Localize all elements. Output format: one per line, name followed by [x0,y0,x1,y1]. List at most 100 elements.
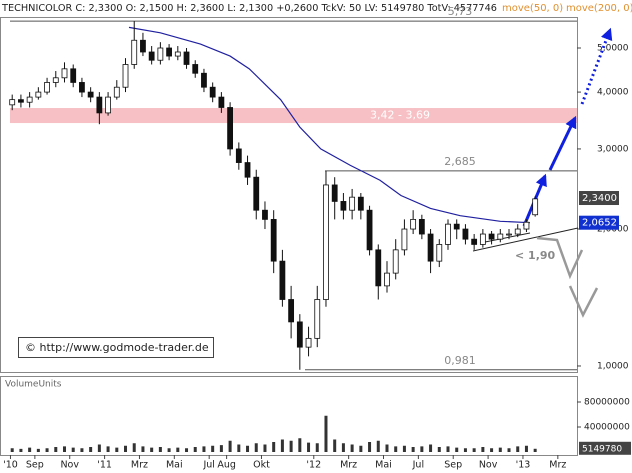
volume-bar [124,445,128,452]
volume-bar [455,447,459,452]
x-tick-label: Okt [253,460,270,471]
volume-bar [298,438,302,452]
candle-body [218,96,225,108]
candle-body [427,233,434,262]
candle-body [305,337,312,348]
candle-body [453,223,460,230]
candle-body [96,96,103,114]
volume-bar [472,448,476,452]
volume-title: VolumeUnits [5,380,62,390]
header: TECHNICOLOR C: 2,3300 O: 2,1500 H: 2,360… [1,3,497,14]
x-tick-label: Nov [479,460,498,471]
price-marker-box [579,191,619,206]
x-tick-label: Nov [60,460,79,471]
x-tick-label: Mrz [549,460,566,471]
price-marker: 2,3400 [582,193,617,204]
candle-body [392,249,399,274]
volume-bar [481,447,485,452]
candle-body [314,299,321,339]
volume-bar [89,447,93,452]
x-tick-label: Sep [444,460,462,471]
volume-bar [10,448,14,452]
y-tick-label: 3,0000 [597,144,629,154]
volume-bar [350,444,354,452]
volume-bar [533,448,537,452]
volume-bar [272,442,276,452]
volume-bar [211,445,215,452]
x-tick-label: Sep [26,460,44,471]
x-tick-label: Mai [375,460,392,471]
trend-line [472,227,579,252]
candle-body [9,99,16,106]
candle-body [296,321,303,348]
candle-body [209,86,216,98]
volume-bar [437,447,441,452]
volume-bar [376,440,380,452]
candle-body [87,91,94,98]
candle-body [523,221,530,230]
ma-marker-box [579,215,619,230]
scenario-drawing [568,285,599,318]
volume-bar [150,447,154,452]
volume-bar [106,446,110,452]
volume-bar [254,443,258,452]
volume-bar [490,448,494,452]
volume-bar [420,446,424,452]
candle-body [183,51,190,65]
candle-body [26,96,33,103]
volume-bar [263,444,267,452]
indicator-legend: move(50, 0) [502,3,563,14]
volume-bar [429,444,433,452]
volume-bar [45,448,49,452]
volume-bar [115,447,119,452]
volume-bar [524,445,528,452]
candle-body [349,196,356,211]
volume-bar [219,445,223,452]
candle-body [436,244,443,262]
volume-marker: 5149780 [582,444,622,454]
level-label: 2,685 [444,155,476,168]
candle-body [79,82,85,93]
x-tick-label: '11 [97,460,112,471]
x-tick-label: Jul [202,460,214,471]
candle-body [384,272,390,287]
volume-tick-label: 80000000 [584,398,630,408]
volume-bar [394,446,398,452]
volume-bar [307,442,311,452]
candle-body [52,77,59,83]
volume-bar [158,447,162,452]
volume-bar [359,445,363,452]
level-label: 0,981 [444,354,476,367]
candle-body [140,39,146,53]
ma-marker: 2,0652 [582,218,617,229]
candle-body [331,184,338,202]
candle-body [410,218,417,230]
candle-body [227,107,234,150]
indicator-legend: move(200, 0) [566,3,632,14]
candle-body [262,209,268,220]
volume-bar [507,448,511,452]
x-tick-label: '13 [516,460,531,471]
candle-body [157,47,164,61]
target-note: < 1,90 [515,249,556,262]
volume-bar [141,446,145,452]
candle-body [357,196,364,211]
candle-body [375,249,382,287]
volume-bar [463,448,467,452]
copyright: © http://www.godmode-trader.de [25,341,209,354]
volume-frame [0,376,578,456]
candle-body [366,209,373,251]
candle-body [323,184,329,300]
volume-bar [402,445,406,452]
candle-body [270,218,277,262]
volume-bar [498,447,502,452]
candle-body [340,201,347,211]
candle-body [105,96,111,114]
x-tick-label: '12 [306,460,321,471]
volume-bar [368,442,372,452]
arrow [580,27,613,105]
price-frame [0,17,578,373]
volume-tick-label: 40000000 [584,423,630,433]
volume-bar [80,448,84,452]
